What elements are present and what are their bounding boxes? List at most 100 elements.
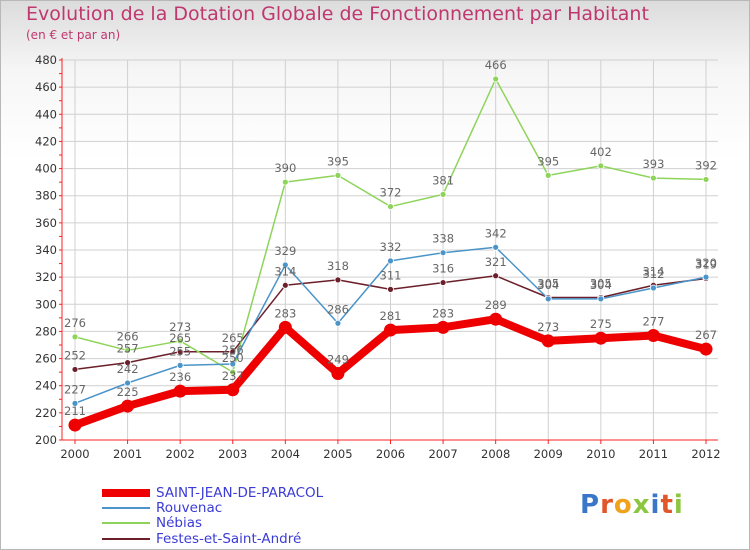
x-tick-label: 2001	[113, 447, 142, 461]
data-point	[281, 281, 289, 289]
y-tick-label: 460	[35, 80, 57, 94]
legend-item-rouvenac: Rouvenac	[102, 501, 402, 515]
y-tick-label: 340	[35, 243, 57, 257]
y-tick-label: 480	[35, 53, 57, 67]
data-point	[176, 337, 184, 345]
logo-letter: i	[650, 490, 661, 520]
data-label: 381	[432, 173, 454, 187]
data-label: 304	[537, 278, 559, 292]
data-label: 392	[695, 158, 717, 172]
data-label: 466	[485, 58, 507, 72]
data-label: 273	[537, 320, 559, 334]
data-label: 372	[380, 186, 402, 200]
y-tick-label: 380	[35, 189, 57, 203]
data-point	[544, 171, 552, 179]
data-point	[541, 334, 555, 348]
y-tick-label: 240	[35, 379, 57, 393]
legend-item-saint-jean-de-paracol: SAINT-JEAN-DE-PARACOL	[102, 486, 402, 500]
data-point	[646, 329, 660, 342]
data-label: 256	[222, 343, 244, 357]
data-point	[702, 176, 710, 183]
y-tick-label: 420	[35, 134, 57, 148]
data-label: 342	[485, 226, 507, 240]
y-tick-label: 220	[35, 406, 57, 420]
y-tick-label: 400	[35, 162, 57, 176]
data-label: 318	[327, 259, 349, 273]
data-label: 390	[274, 161, 296, 175]
data-label: 275	[590, 317, 612, 331]
data-point	[387, 257, 394, 265]
legend-item-festes-et-saint-andre: Festes-et-Saint-André	[102, 532, 402, 546]
data-point	[176, 361, 184, 369]
data-label: 316	[432, 262, 454, 276]
legend-label: SAINT-JEAN-DE-PARACOL	[156, 485, 324, 501]
data-point	[650, 174, 657, 182]
data-point	[439, 279, 447, 286]
data-label: 304	[590, 278, 612, 292]
legend-label: Nébias	[156, 515, 203, 531]
data-label: 273	[169, 320, 191, 334]
logo-letter: r	[600, 490, 614, 520]
data-point	[71, 399, 79, 407]
data-label: 236	[169, 370, 191, 384]
data-point	[68, 418, 82, 432]
data-label: 332	[380, 240, 402, 254]
logo-letter: o	[613, 490, 633, 520]
x-tick-label: 2011	[639, 447, 668, 461]
data-point	[544, 295, 552, 303]
data-label: 289	[485, 298, 507, 312]
data-label: 237	[222, 369, 244, 383]
data-label: 320	[695, 256, 717, 270]
data-point	[384, 323, 397, 337]
data-label: 242	[117, 362, 139, 376]
data-label: 281	[380, 309, 402, 323]
data-label: 395	[327, 154, 349, 168]
data-point	[229, 368, 237, 376]
legend-label: Festes-et-Saint-André	[156, 531, 302, 547]
x-tick-label: 2004	[271, 447, 300, 461]
data-point	[281, 178, 289, 186]
legend-swatch	[102, 489, 150, 497]
legend-swatch	[102, 538, 150, 540]
data-label: 267	[695, 328, 717, 342]
data-point	[229, 348, 237, 356]
proxiti-logo: Proxiti	[580, 490, 684, 520]
data-label: 283	[274, 306, 296, 320]
logo-letter: i	[673, 490, 684, 520]
data-label: 286	[327, 302, 349, 316]
data-label: 319	[695, 258, 717, 272]
data-point	[173, 384, 187, 398]
logo-letter: x	[632, 490, 651, 520]
data-label: 276	[64, 316, 86, 330]
data-label: 393	[642, 157, 664, 171]
data-point	[702, 273, 710, 281]
data-point	[278, 320, 292, 334]
data-point	[124, 379, 131, 387]
data-point	[124, 359, 131, 367]
data-point	[594, 331, 608, 345]
logo-letter: P	[580, 490, 601, 520]
data-label: 225	[117, 385, 139, 399]
data-label: 250	[222, 351, 244, 365]
data-point	[436, 320, 450, 334]
legend-swatch	[102, 522, 150, 524]
x-tick-label: 2000	[60, 447, 89, 461]
legend-label: Rouvenac	[156, 500, 223, 516]
data-label: 305	[537, 277, 559, 291]
data-label: 338	[432, 232, 454, 246]
y-tick-label: 280	[35, 324, 57, 338]
data-label: 255	[169, 344, 191, 358]
data-label: 321	[485, 255, 507, 269]
y-tick-label: 360	[35, 216, 57, 230]
data-label: 252	[64, 348, 86, 362]
logo-letter: t	[660, 490, 674, 520]
data-point	[650, 284, 657, 292]
data-point	[489, 312, 503, 326]
data-point	[387, 203, 394, 210]
data-point	[492, 75, 500, 83]
data-point	[439, 190, 447, 198]
data-label: 311	[380, 268, 402, 282]
data-point	[597, 162, 605, 170]
data-point	[492, 243, 500, 251]
